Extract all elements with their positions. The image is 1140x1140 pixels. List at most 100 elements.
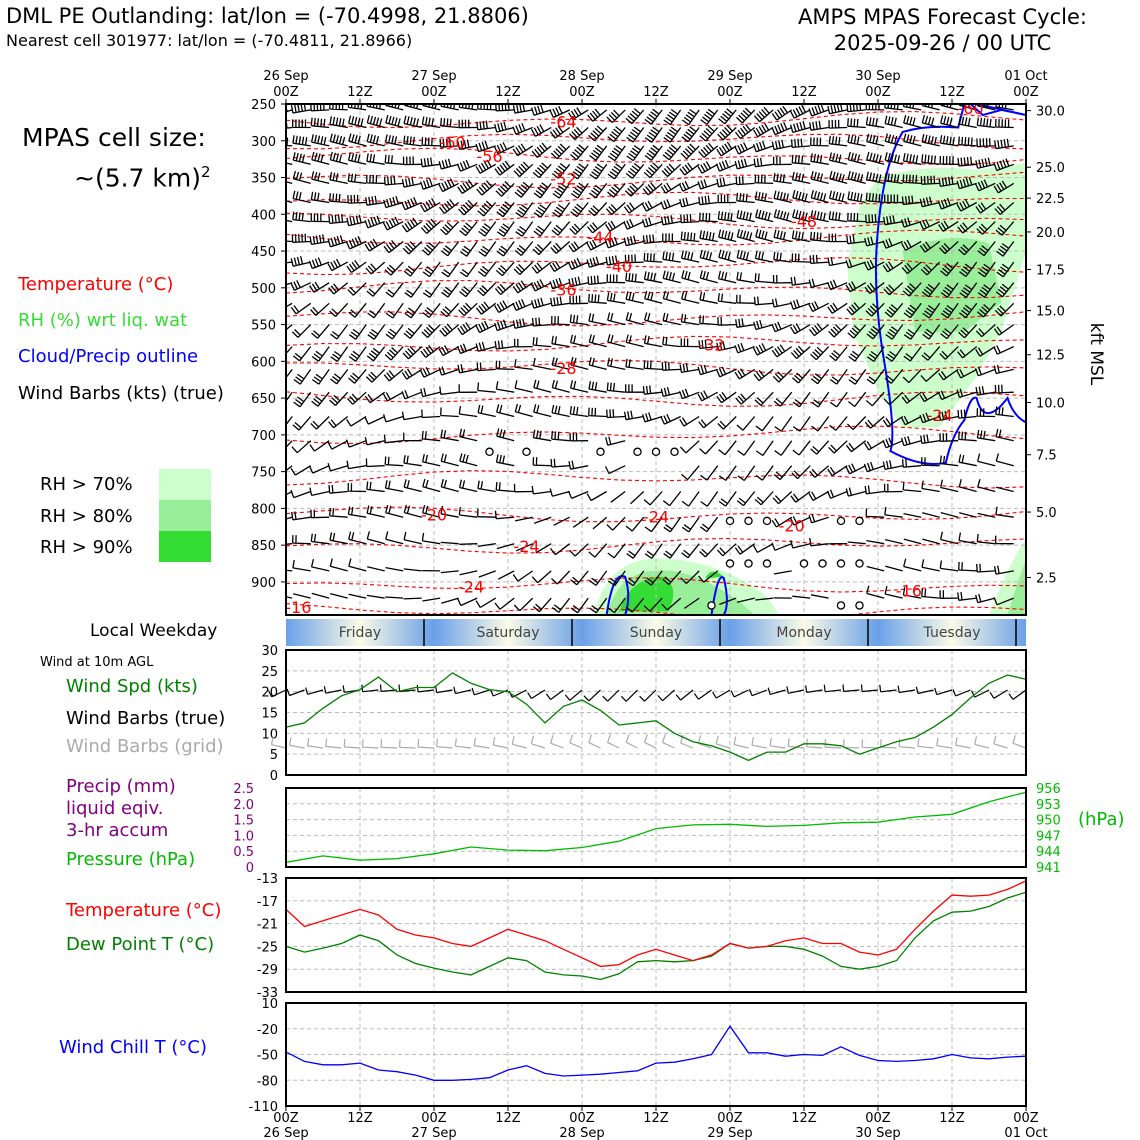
- pressure-tick-label-5: 500: [251, 282, 276, 297]
- cell-size-line2: ~(5.7 km)2: [22, 155, 211, 195]
- wind-barb-270: [477, 508, 496, 518]
- wind-barb-14: [286, 391, 293, 403]
- wind-barb-522: [698, 195, 718, 206]
- wind-barb-415: [604, 236, 626, 249]
- height-axis-label: kft MSL: [1086, 323, 1106, 386]
- wind-barb-437: [623, 218, 644, 230]
- top-time-day-6: 29 Sep: [707, 69, 752, 84]
- wind-barb-524: [699, 230, 718, 243]
- wind-barb-true-22: [675, 689, 694, 701]
- wind-barb-255: [475, 140, 496, 153]
- temperature-contour-13: [286, 425, 1026, 445]
- wind-barb-603: [771, 121, 792, 136]
- wind-barb-866: [977, 512, 996, 518]
- height-tick-label-10: 2.5: [1036, 572, 1057, 587]
- wind-barb-526: [699, 270, 718, 284]
- wind-barb-877: [996, 241, 1015, 257]
- wind-barb-151: [383, 368, 404, 382]
- wind-barb-182: [403, 568, 422, 572]
- temperature-label-8: -36: [550, 280, 576, 299]
- wind-barb-711: [866, 133, 885, 147]
- wind-barb-76: [327, 235, 348, 248]
- wind-barb-401: [588, 380, 607, 393]
- wind-barb-267: [477, 382, 496, 393]
- wind-barb-594: [753, 368, 774, 382]
- wind-barb-246: [459, 428, 478, 442]
- wind-barb-623: [773, 570, 792, 575]
- wind-barb-878: [996, 261, 1015, 278]
- wind-barb-713: [865, 171, 885, 185]
- height-tick-label-1: 25.0: [1036, 161, 1065, 176]
- wind-barb-225: [440, 479, 459, 493]
- wind-barb-112: [348, 531, 367, 545]
- wind-barb-42: [291, 511, 311, 521]
- wind-barb-132: [365, 458, 385, 468]
- wind-barb-435: [624, 182, 645, 197]
- wind-barb-501: [680, 231, 700, 243]
- wind-barb-390: [589, 163, 608, 180]
- wind-barb-187: [420, 157, 441, 168]
- wind-barb-41: [290, 489, 311, 499]
- wind-barb-685: [828, 440, 848, 454]
- wind-barb-850: [975, 157, 996, 169]
- wind-barb-true-21: [657, 689, 675, 702]
- wind-barb-832: [959, 261, 978, 278]
- wind-barb-grid-8: [417, 739, 435, 749]
- wind-barb-330: [532, 337, 552, 348]
- wind-barb-grid-24: [715, 735, 731, 749]
- wind-barb-319: [530, 124, 552, 137]
- wind-barb-871: [995, 118, 1014, 129]
- wind-barb-382: [567, 490, 589, 500]
- wind-barb-756: [903, 115, 922, 129]
- wind-barb-762: [901, 239, 922, 251]
- pressure-tick-label-10: 750: [251, 466, 276, 481]
- wind-barb-699: [846, 302, 867, 316]
- wind-barb-479: [660, 215, 681, 226]
- wind-barb-116: [366, 115, 385, 129]
- temperature-contour-2: [286, 147, 1026, 166]
- bottom-time-day-4: 28 Sep: [559, 1126, 604, 1140]
- bottom-time-day-0: 26 Sep: [263, 1126, 308, 1140]
- wind-barb-277: [494, 160, 515, 176]
- wind-barb-853: [976, 221, 996, 235]
- bottom-time-day-2: 27 Sep: [411, 1126, 456, 1140]
- wind-barb-807: [938, 220, 959, 232]
- wind-barb-272: [478, 570, 496, 578]
- wind-barb-166: [401, 197, 422, 211]
- wind-barb-61: [310, 416, 330, 430]
- wind-barb-758: [902, 152, 922, 165]
- wind-barb-true-30: [823, 684, 842, 693]
- wind-barb-true-29: [805, 685, 823, 693]
- wind-barb-true-7: [398, 684, 416, 693]
- wind-barb-715: [865, 214, 885, 224]
- bottom-time-hour-1: 12Z: [347, 1111, 373, 1126]
- wind-barb-380: [569, 432, 589, 442]
- wind-barb-514: [681, 543, 700, 559]
- wind-barb-784: [919, 219, 940, 230]
- wind-barb-282: [495, 261, 515, 277]
- cell-size-label: MPAS cell size: ~(5.7 km)2: [22, 121, 211, 195]
- wind-barb-731: [866, 585, 885, 599]
- wind-barb-371: [568, 240, 589, 253]
- wind-barb-809: [940, 261, 959, 277]
- wind-barb-735: [884, 152, 903, 165]
- wind-barb-212: [438, 199, 460, 215]
- wind-barb-806: [937, 197, 959, 210]
- wind-barb-829: [956, 199, 978, 212]
- wind-barb-63: [308, 465, 330, 474]
- wind-barb-386: [570, 597, 589, 614]
- wind-barb-true-8: [416, 684, 435, 693]
- wind-barb-105: [348, 368, 367, 384]
- wind-barb-68: [311, 592, 330, 599]
- height-tick-label-2: 22.5: [1036, 192, 1065, 207]
- wind-barb-43: [292, 535, 311, 545]
- wind-barb-true-26: [748, 688, 768, 697]
- wind-barb-468: [643, 491, 663, 506]
- wind-barb-585: [754, 174, 774, 185]
- wind-barb-431: [625, 108, 645, 125]
- wind-barb-86: [327, 463, 348, 472]
- wind-barb-216: [441, 282, 460, 298]
- wind-barb-704: [846, 416, 867, 430]
- wind-barb-883: [993, 364, 1014, 375]
- wind-barb-1: [286, 120, 293, 129]
